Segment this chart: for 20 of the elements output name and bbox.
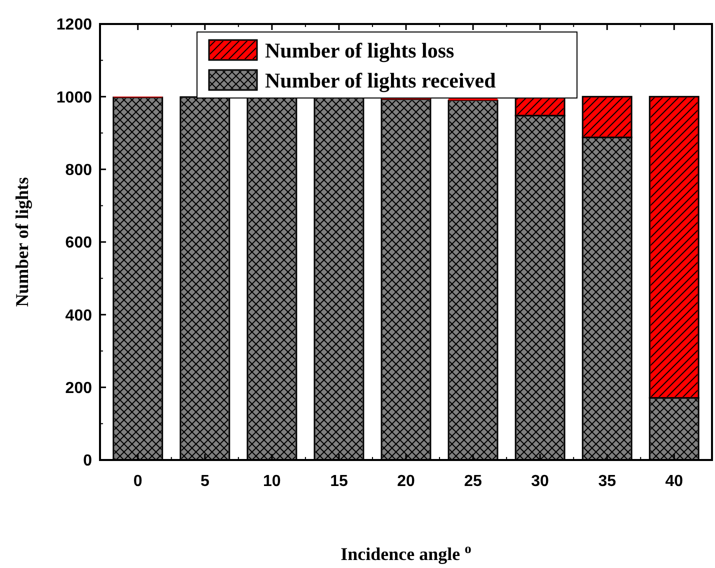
x-tick-label: 15 bbox=[330, 473, 348, 490]
y-axis-title: Number of lights bbox=[12, 177, 32, 307]
legend-label: Number of lights loss bbox=[265, 38, 454, 62]
y-tick-label: 400 bbox=[65, 307, 92, 324]
y-tick-label: 200 bbox=[65, 380, 92, 397]
x-tick-label: 10 bbox=[263, 473, 281, 490]
y-tick-label: 1200 bbox=[56, 16, 92, 34]
x-axis-title: Incidence angle $^{o}$ bbox=[340, 540, 472, 564]
x-tick-label: 25 bbox=[464, 473, 482, 490]
y-tick-label: 1000 bbox=[56, 89, 92, 106]
x-tick-label: 5 bbox=[200, 473, 210, 490]
y-tick-label: 600 bbox=[65, 234, 92, 252]
x-tick-label: 35 bbox=[598, 473, 616, 490]
y-tick-label: 800 bbox=[65, 162, 92, 179]
x-tick-label: 30 bbox=[531, 473, 550, 490]
x-tick-label: 0 bbox=[133, 473, 142, 490]
legend-label: Number of lights received bbox=[265, 68, 496, 92]
x-tick-label: 40 bbox=[665, 473, 684, 490]
y-tick-label: 0 bbox=[83, 452, 92, 470]
x-tick-label: 20 bbox=[397, 473, 415, 490]
